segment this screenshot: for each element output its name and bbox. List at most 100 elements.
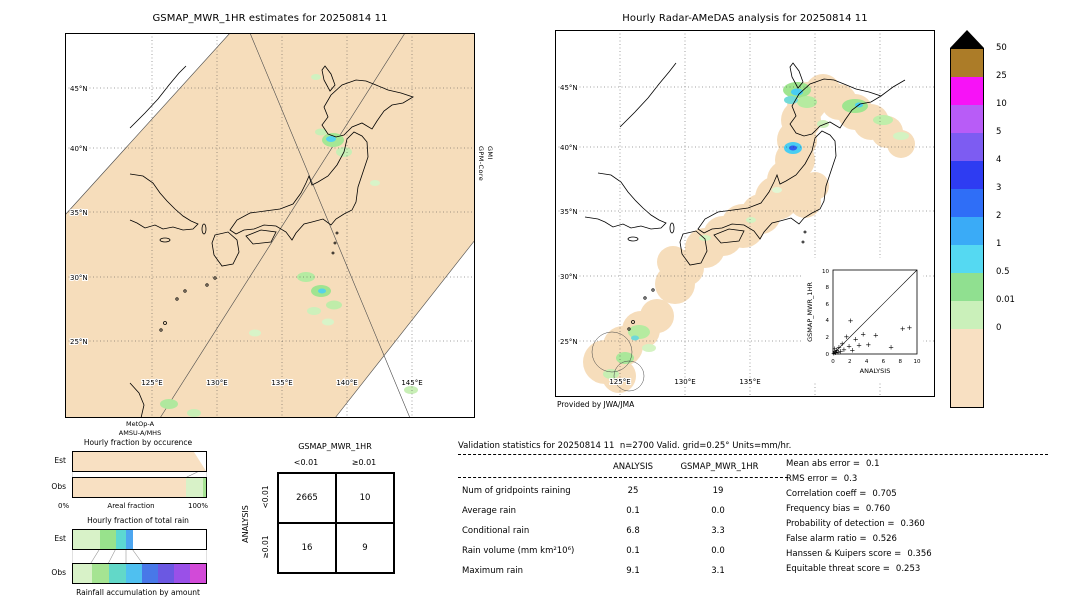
bar-segment [203,478,206,497]
bar-segment [108,564,127,583]
scatter-point: + [848,317,854,325]
occurrence-title: Hourly fraction by occurence [83,438,193,447]
colorbar-segment [951,133,983,161]
divider-line [458,477,788,478]
lon-label: 140°E [336,379,357,387]
svg-text:4: 4 [865,359,869,365]
lat-label: 45°N [70,85,88,93]
svg-text:6: 6 [882,359,886,365]
svg-text:10: 10 [822,269,829,275]
coastlines [584,62,906,331]
lon-label: 130°E [674,378,695,386]
scatter-point: + [835,349,841,357]
colorbar-tick-label: 3 [996,183,1002,193]
sensor-footer-label: MetOp-A AMSU-A/MHS [65,420,215,438]
lat-lon-labels: 45°N 40°N 35°N 30°N 25°N 125°E 130°E 135… [69,84,424,388]
contingency-cell-false: 16 [278,523,336,573]
colorbar-tick-label: 25 [996,71,1007,81]
precipitation-cells [160,74,418,417]
stats-col-analysis: ANALYSIS [612,462,654,472]
bar-segment [126,530,133,549]
metric-rms-error: RMS error = 0.3 [786,474,858,484]
est-totalrain-bar [72,529,207,550]
colorbar-tick-label: 1 [996,239,1002,249]
svg-text:8: 8 [826,285,830,291]
sensor-label-gmi: GMI [486,146,494,160]
scatter-point: + [843,333,849,341]
stat-gsmap-value: 19 [712,486,724,496]
bar-segment [73,452,206,471]
metric-correlation: Correlation coeff = 0.705 [786,489,897,499]
stats-row: Maximum rain 9.1 3.1 [458,566,788,580]
bar-segment [126,564,143,583]
bar-segment [158,564,175,583]
colorbar-tick-label: 4 [996,155,1002,165]
lat-lon-labels: 45°N 40°N 35°N 30°N 25°N 125°E 130°E 135… [559,83,762,387]
colorbar-overflow-triangle [950,30,984,48]
metric-hk-score: Hanssen & Kuipers score = 0.356 [786,549,932,559]
scatter-point: + [832,345,838,353]
sensor-label-gpm: GPM-Core [477,146,485,182]
svg-text:2: 2 [826,335,830,341]
obs-occurrence-bar [72,477,207,498]
stat-analysis-value: 0.1 [626,506,640,516]
stat-label: Average rain [462,506,517,516]
colorbar-tick-label: 0.5 [996,267,1010,277]
stat-analysis-value: 0.1 [626,546,640,556]
colorbar-segment [951,329,983,407]
colorbar-segment [951,49,983,77]
lon-label: 135°E [271,379,292,387]
bar-segment [142,564,159,583]
scatter-point: + [865,341,871,349]
stat-analysis-value: 6.8 [626,526,640,536]
lat-label: 30°N [70,274,88,282]
est-row-label: Est [54,534,66,543]
right-map-svg: 45°N 40°N 35°N 30°N 25°N 125°E 130°E 135… [555,30,935,397]
stat-gsmap-value: 0.0 [711,546,725,556]
lon-label: 130°E [206,379,227,387]
stats-row: Average rain 0.1 0.0 [458,506,788,520]
colorbar-tick-label: 0.01 [996,295,1015,305]
stat-label: Num of gridpoints raining [462,486,571,496]
stats-row: Rain volume (mm km²10⁶) 0.1 0.0 [458,546,788,560]
lon-label: 135°E [739,378,760,386]
bar-segment [189,564,206,583]
inset-ticks: 0 2 4 6 8 10 0 2 4 6 8 10 [822,269,921,365]
obs-totalrain-bar [72,563,207,584]
stat-analysis-value: 9.1 [626,566,640,576]
scatter-point: + [836,343,842,351]
scatter-point: + [849,347,855,355]
inset-xlabel: ANALYSIS [860,367,891,375]
scatter-point: + [906,324,912,332]
stat-gsmap-value: 3.1 [711,566,725,576]
lat-label: 35°N [70,209,88,217]
scatter-inset: +++++++++++++++++++++ + 0 2 4 6 8 10 0 2 … [801,258,923,382]
right-map-title: Hourly Radar-AMeDAS analysis for 2025081… [622,13,868,24]
contingency-grid: 2665 10 16 9 [277,472,395,574]
sensor-footer-line2: AMSU-A/MHS [118,428,162,437]
obs-row-label: Obs [51,482,66,491]
colorbar-tick-label: 2 [996,211,1002,221]
colorbar-tick-label: 0 [996,323,1002,333]
scatter-point: + [860,331,866,339]
contingency-title: GSMAP_MWR_1HR [298,442,372,451]
scatter-point: + [888,343,894,351]
swath-edge-lines [64,32,476,419]
lat-label: 35°N [560,208,578,216]
svg-text:2: 2 [848,359,852,365]
bar-segment [91,564,109,583]
metric-frequency-bias: Frequency bias = 0.760 [786,504,891,514]
colorbar-segment [951,77,983,105]
metric-pod: Probability of detection = 0.360 [786,519,925,529]
scatter-point: + [853,336,859,344]
colorbar-labels: 50 25 10 5 4 3 2 1 0.5 0.01 0 [950,30,1070,430]
left-map-panel: 45°N 40°N 35°N 30°N 25°N 125°E 130°E 135… [64,32,476,419]
occurrence-connectors [72,472,207,477]
bar-segment [99,530,116,549]
est-row-label: Est [54,456,66,465]
svg-text:8: 8 [898,359,902,365]
areal-axis-max: 100% [188,502,209,510]
contingency-cell-hits: 9 [336,523,394,573]
svg-text:10: 10 [914,359,921,365]
gridlines [65,33,475,418]
